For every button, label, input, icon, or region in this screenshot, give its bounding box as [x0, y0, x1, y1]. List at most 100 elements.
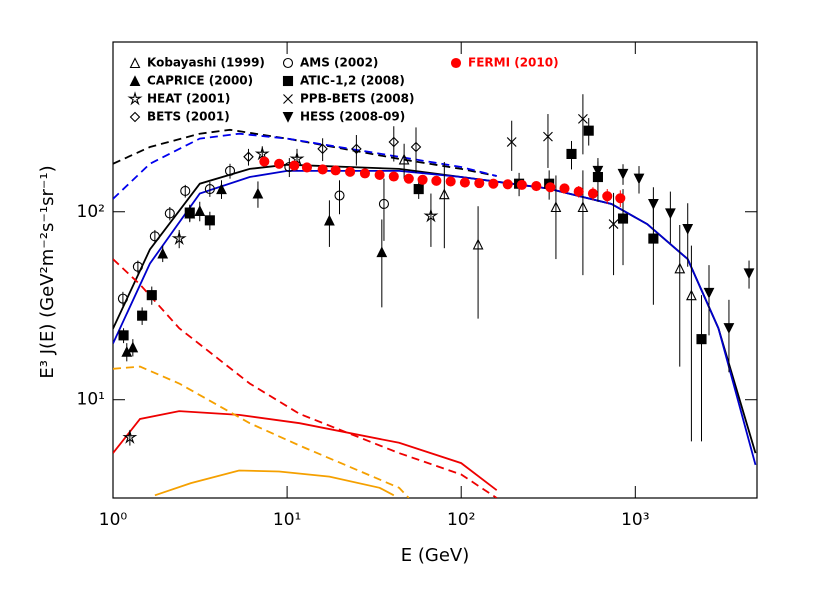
legend-symbol	[450, 57, 462, 69]
model-curve	[113, 163, 757, 454]
marker	[289, 151, 305, 166]
model-curve	[113, 132, 497, 200]
marker	[122, 429, 138, 444]
y-tick-label: 10²	[77, 202, 105, 222]
marker	[184, 207, 195, 218]
x-tick-label: 10²	[447, 510, 475, 530]
marker	[252, 187, 264, 199]
marker	[334, 190, 345, 201]
marker	[157, 247, 169, 259]
marker	[686, 289, 697, 301]
legend-label: AMS (2002)	[300, 56, 378, 70]
marker	[359, 168, 371, 179]
marker	[602, 191, 613, 202]
legend-symbol	[282, 75, 294, 87]
marker	[254, 146, 270, 161]
model-curve	[113, 410, 498, 491]
marker	[164, 208, 175, 219]
marker	[459, 177, 470, 188]
legend-symbol	[129, 111, 141, 123]
marker	[204, 215, 215, 226]
marker	[615, 193, 626, 204]
marker	[324, 214, 335, 226]
marker	[259, 156, 270, 167]
marker	[592, 165, 604, 177]
marker	[194, 205, 206, 216]
marker	[289, 160, 300, 171]
marker	[696, 334, 707, 345]
marker	[388, 136, 400, 148]
marker	[149, 231, 160, 242]
marker	[445, 176, 456, 187]
marker	[274, 158, 285, 169]
marker	[583, 125, 594, 136]
legend-label: CAPRICE (2000)	[147, 74, 253, 88]
marker	[648, 198, 659, 210]
legend-label: Kobayashi (1999)	[147, 56, 265, 70]
legend-symbol	[282, 111, 294, 123]
marker	[216, 183, 227, 195]
marker	[502, 179, 513, 190]
x-tick-label: 10³	[621, 510, 649, 530]
marker	[633, 173, 645, 185]
marker	[488, 178, 499, 189]
marker	[330, 165, 341, 176]
marker	[682, 223, 694, 235]
marker	[398, 153, 410, 165]
x-axis-label: E (GeV)	[401, 545, 469, 566]
legend-symbol	[283, 94, 293, 104]
legend-label: FERMI (2010)	[468, 56, 559, 70]
legend-label: PPB-BETS (2008)	[300, 92, 414, 106]
marker	[545, 182, 556, 193]
marker	[118, 330, 129, 341]
marker	[506, 137, 517, 147]
legend-symbol	[129, 75, 141, 87]
marker	[204, 184, 215, 195]
marker	[550, 201, 562, 213]
marker	[345, 166, 356, 177]
marker	[703, 287, 715, 299]
marker	[559, 183, 570, 194]
y-tick-label: 10¹	[77, 390, 105, 410]
marker	[723, 323, 735, 334]
marker	[577, 201, 589, 213]
marker	[438, 188, 450, 200]
marker	[531, 181, 542, 192]
marker	[431, 175, 442, 186]
marker	[573, 186, 584, 197]
marker	[608, 219, 619, 229]
marker	[180, 185, 191, 197]
model-curve	[154, 469, 395, 497]
marker	[351, 143, 362, 155]
marker	[743, 268, 755, 280]
marker	[674, 262, 686, 274]
marker	[378, 198, 390, 210]
legend: Kobayashi (1999) CAPRICE (2000) HEAT (2001…	[127, 56, 559, 124]
model-curve	[113, 258, 498, 498]
marker	[665, 208, 676, 220]
model-curve	[113, 365, 410, 498]
marker	[413, 184, 424, 195]
marker	[117, 293, 128, 304]
legend-label: ATIC-1,2 (2008)	[300, 74, 405, 88]
marker	[617, 213, 629, 224]
marker	[403, 173, 414, 184]
marker	[224, 165, 236, 176]
legend-label: HESS (2008-09)	[300, 110, 405, 124]
legend-symbol	[282, 57, 294, 69]
y-axis-label: E³ J(E) (GeV²m⁻²s⁻¹sr⁻¹)	[37, 165, 58, 378]
marker	[566, 148, 577, 160]
marker	[543, 131, 553, 142]
legend-symbol	[127, 91, 143, 106]
marker	[410, 141, 422, 153]
x-tick-label: 10⁰	[99, 510, 128, 530]
marker	[301, 162, 312, 173]
marker	[137, 310, 148, 321]
legend-symbol	[129, 57, 141, 69]
marker	[127, 341, 139, 353]
marker	[617, 168, 629, 180]
marker	[472, 238, 484, 250]
marker	[317, 164, 328, 175]
marker	[317, 143, 328, 155]
